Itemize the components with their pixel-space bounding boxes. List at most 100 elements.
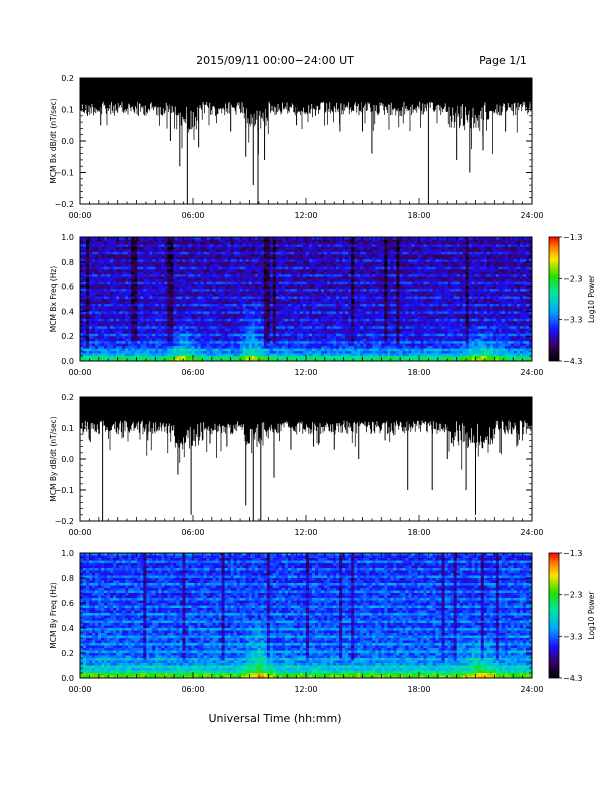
spectrogram-cell: [95, 343, 99, 347]
spectrogram-cell: [92, 256, 96, 260]
spectrogram-cell: [215, 311, 220, 315]
spectrogram-cell: [336, 251, 340, 255]
spectrogram-cell: [191, 328, 195, 332]
spectrogram-cell: [122, 306, 126, 310]
spectrogram-cell: [137, 358, 141, 362]
spectrogram-cell: [203, 326, 207, 330]
spectrogram-cell: [275, 328, 280, 332]
spectrogram-cell: [206, 261, 210, 265]
spectrogram-cell: [327, 237, 331, 240]
spectrogram-cell: [221, 284, 226, 287]
spectrogram-cell: [176, 276, 180, 280]
spectrogram-cell: [80, 303, 84, 307]
spectrogram-cell: [330, 249, 334, 253]
spectrogram-cell: [89, 239, 93, 243]
spectrogram-cell: [315, 333, 319, 337]
spectrogram-cell: [360, 299, 364, 302]
spectrogram-cell: [128, 306, 132, 310]
spectrogram-cell: [146, 346, 150, 349]
spectrogram-cell: [212, 264, 216, 268]
spectrogram-cell: [357, 241, 361, 245]
spectrogram-cell: [230, 336, 235, 340]
spectrogram-cell: [230, 259, 235, 263]
spectrogram-cell: [167, 351, 171, 354]
spectrogram-cell: [83, 341, 87, 345]
spectrogram-cell: [188, 266, 192, 270]
spectrogram-cell: [149, 341, 153, 345]
spectrogram-cell: [125, 341, 129, 345]
spectrogram-cell: [342, 338, 346, 342]
spectrogram-cell: [206, 316, 210, 320]
spectrogram-cell: [86, 301, 90, 305]
spectrogram-cell: [116, 291, 120, 295]
spectrogram-cell: [248, 346, 253, 349]
spectrogram-cell: [302, 251, 307, 255]
spectrogram-cell: [242, 244, 247, 248]
spectrogram-cell: [203, 264, 207, 268]
spectrogram-cell: [206, 237, 210, 240]
spectrogram-cell: [230, 313, 235, 317]
spectrogram-cell: [230, 333, 235, 337]
spectrogram-cell: [101, 343, 105, 347]
spectrogram-cell: [101, 249, 105, 253]
spectrogram-cell: [203, 251, 207, 255]
spectrogram-cell: [191, 274, 195, 278]
spectrogram-cell: [345, 259, 349, 263]
spectrogram-cell: [104, 358, 108, 362]
spectrogram-cell: [245, 264, 250, 268]
spectrogram-cell: [269, 251, 274, 255]
spectrogram-cell: [203, 276, 207, 280]
spectrogram-cell: [296, 286, 301, 290]
spectrogram-cell: [161, 316, 165, 320]
spectrogram-cell: [194, 326, 198, 330]
spectrogram-cell: [173, 259, 177, 263]
spectrogram-cell: [140, 348, 144, 352]
spectrogram-cell: [89, 251, 93, 255]
spectrogram-cell: [80, 241, 84, 245]
spectrogram-cell: [92, 239, 96, 243]
spectrogram-cell: [272, 341, 277, 345]
spectrogram-cell: [354, 269, 358, 273]
spectrogram-cell: [101, 274, 105, 278]
spectrogram-cell: [218, 279, 223, 283]
spectrogram-cell: [299, 338, 304, 342]
spectrogram-cell: [152, 353, 156, 357]
spectrogram-cell: [125, 321, 129, 325]
spectrogram-cell: [86, 343, 90, 347]
spectrogram-cell: [209, 246, 213, 250]
spectrogram-cell: [155, 299, 159, 302]
spectrogram-cell: [197, 321, 201, 325]
spectrogram-cell: [321, 323, 325, 327]
spectrogram-cell: [212, 311, 216, 315]
spectrogram-cell: [284, 251, 289, 255]
spectrogram-cell: [176, 301, 180, 305]
spectrogram-cell: [302, 246, 307, 250]
spectrogram-cell: [131, 299, 135, 302]
spectrogram-cell: [230, 328, 235, 332]
spectrogram-cell: [128, 246, 132, 250]
spectrogram-cell: [128, 299, 132, 302]
spectrogram-cell: [98, 301, 102, 305]
spectrogram-cell: [299, 281, 304, 285]
spectrogram-cell: [113, 281, 117, 285]
spectrogram-cell: [107, 251, 111, 255]
spectrogram-cell: [176, 261, 180, 265]
spectrogram-cell: [354, 303, 358, 307]
spectrogram-cell: [339, 251, 343, 255]
spectrogram-cell: [312, 294, 316, 297]
spectrogram-cell: [143, 306, 147, 310]
spectrogram-cell: [263, 246, 268, 250]
spectrogram-cell: [173, 343, 177, 347]
spectrogram-cell: [131, 348, 135, 352]
spectrogram-cell: [318, 313, 322, 317]
spectrogram-cell: [194, 318, 198, 322]
spectrogram-cell: [315, 264, 319, 268]
x-tick-label: 18:00: [407, 211, 430, 220]
spectrogram-cell: [80, 284, 84, 287]
spectrogram-cell: [143, 266, 147, 270]
spectrogram-cell: [287, 331, 292, 335]
spectrogram-cell: [360, 303, 364, 307]
spectrogram-cell: [101, 301, 105, 305]
spectrogram-cell: [339, 326, 343, 330]
spectrogram-cell: [116, 251, 120, 255]
